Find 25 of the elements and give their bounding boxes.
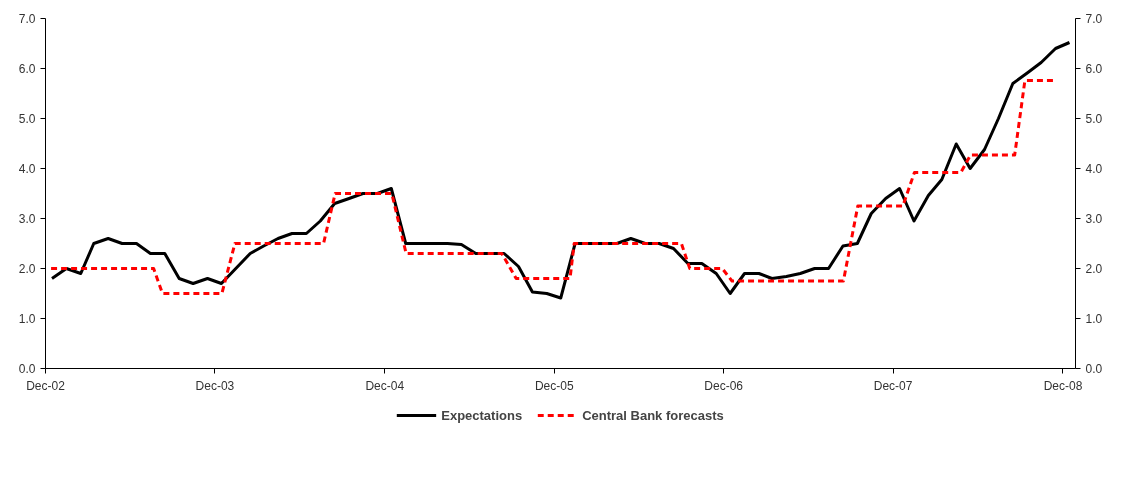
x-tick-label: Dec-03	[195, 378, 235, 393]
y2-tick-label: 4.0	[1085, 162, 1103, 176]
y-tick-label: 7.0	[18, 12, 36, 26]
x-tick-label: Dec-04	[365, 378, 405, 393]
y-tick-label: 6.0	[18, 62, 36, 76]
y2-tick-label: 3.0	[1085, 212, 1103, 226]
y2-tick-label: 5.0	[1085, 112, 1103, 126]
legend-label: Central Bank forecasts	[582, 407, 724, 423]
x-tick-label: Dec-08	[1043, 378, 1083, 393]
x-tick-label: Dec-07	[873, 378, 913, 393]
y2-tick-label: 1.0	[1085, 312, 1103, 326]
y2-tick-label: 2.0	[1085, 262, 1103, 276]
legend-label: Expectations	[441, 407, 523, 423]
y2-tick-label: 0.0	[1085, 362, 1103, 376]
y-tick-label: 3.0	[18, 212, 36, 226]
y-tick-label: 4.0	[18, 162, 36, 176]
y-tick-label: 0.0	[18, 362, 36, 376]
y-tick-label: 1.0	[18, 312, 36, 326]
x-tick-label: Dec-05	[534, 378, 574, 393]
x-tick-label: Dec-02	[26, 378, 66, 393]
y2-tick-label: 6.0	[1085, 62, 1103, 76]
y2-tick-label: 7.0	[1085, 12, 1103, 26]
x-tick-label: Dec-06	[704, 378, 744, 393]
y-tick-label: 5.0	[18, 112, 36, 126]
y-tick-label: 2.0	[18, 262, 36, 276]
